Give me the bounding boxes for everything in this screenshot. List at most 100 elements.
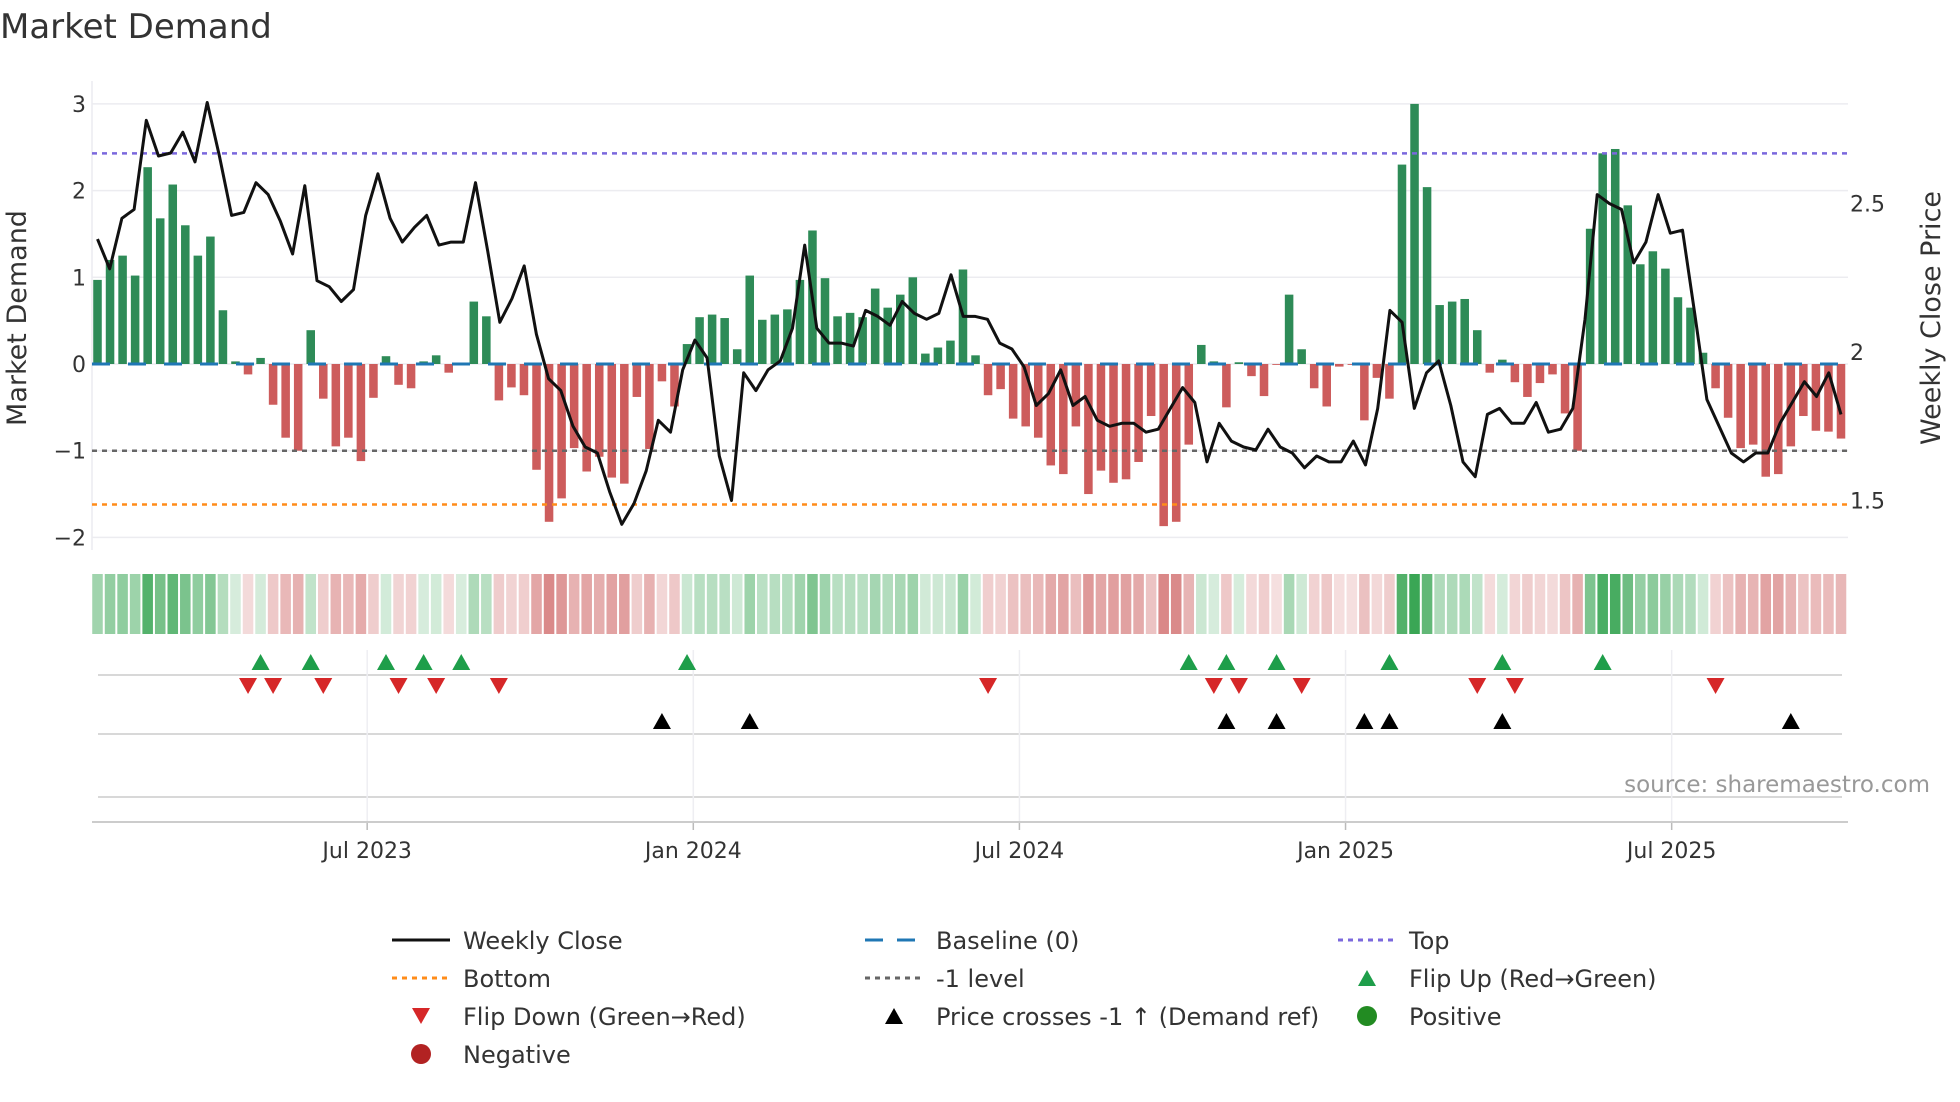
demand-bar bbox=[143, 167, 152, 364]
heat-cell bbox=[731, 574, 743, 634]
demand-bar bbox=[845, 312, 855, 364]
demand-bar bbox=[1247, 364, 1256, 377]
heat-cell bbox=[1321, 574, 1333, 634]
demand-bar bbox=[1096, 364, 1106, 471]
demand-bar bbox=[482, 316, 491, 364]
heat-cell bbox=[894, 574, 906, 634]
demand-bar bbox=[1021, 364, 1030, 427]
demand-bar bbox=[243, 364, 253, 375]
x-tick-label: Jul 2024 bbox=[973, 839, 1065, 864]
x-tick-label: Jul 2023 bbox=[320, 839, 412, 864]
y2-tick-label: 2.5 bbox=[1850, 193, 1885, 218]
y-tick-label: 3 bbox=[72, 93, 86, 118]
flip-down-marker bbox=[1292, 678, 1311, 694]
y-tick-label: 2 bbox=[72, 180, 86, 205]
x-tick-label: Jan 2025 bbox=[1295, 839, 1394, 864]
demand-bar bbox=[1598, 153, 1607, 364]
heat-cell bbox=[330, 574, 342, 634]
demand-bar bbox=[1197, 344, 1206, 364]
demand-bar bbox=[1347, 364, 1357, 365]
demand-bar bbox=[344, 364, 353, 438]
y-tick-label: 1 bbox=[72, 266, 86, 291]
y2-tick-label: 1.5 bbox=[1850, 490, 1885, 515]
price-cross-marker bbox=[1267, 713, 1286, 729]
demand-bar bbox=[732, 349, 742, 364]
demand-bar bbox=[1335, 364, 1344, 367]
source-note: source: sharemaestro.com bbox=[1624, 772, 1930, 798]
heat-cell bbox=[1308, 574, 1320, 634]
demand-bar bbox=[1084, 364, 1093, 495]
demand-bar bbox=[1673, 297, 1683, 364]
y-tick-label: 0 bbox=[72, 353, 86, 378]
heat-cell bbox=[1622, 574, 1634, 634]
demand-bar bbox=[1008, 364, 1018, 419]
demand-bar bbox=[1636, 264, 1645, 364]
heat-cell bbox=[305, 574, 317, 634]
demand-bar bbox=[921, 353, 930, 364]
demand-bar bbox=[331, 364, 341, 447]
heat-cell bbox=[995, 574, 1006, 634]
demand-bar bbox=[1309, 364, 1319, 389]
heat-cell bbox=[744, 574, 756, 634]
demand-bar bbox=[795, 279, 805, 364]
legend-triangle-up-icon bbox=[1358, 970, 1376, 986]
legend-label: Negative bbox=[463, 1041, 571, 1069]
y2-axis-label: Weekly Close Price bbox=[1916, 191, 1947, 445]
demand-bar bbox=[319, 364, 328, 399]
demand-bar bbox=[268, 364, 278, 405]
heat-cell bbox=[1471, 574, 1483, 634]
heat-cell bbox=[468, 574, 480, 634]
heat-cell bbox=[1095, 574, 1107, 634]
legend-label: Flip Down (Green→Red) bbox=[463, 1003, 746, 1031]
heat-cell bbox=[117, 574, 128, 634]
flip-down-marker bbox=[264, 678, 283, 694]
heat-cell bbox=[719, 574, 730, 634]
demand-bar bbox=[895, 294, 905, 364]
demand-bar bbox=[206, 236, 215, 364]
demand-bar bbox=[594, 364, 604, 457]
demand-bar bbox=[1410, 103, 1419, 365]
legend-label: Top bbox=[1408, 927, 1450, 955]
heat-cell bbox=[1070, 574, 1082, 634]
heat-cell bbox=[1823, 574, 1834, 634]
heat-cell bbox=[518, 574, 530, 634]
demand-bar bbox=[557, 364, 566, 499]
flip-down-marker bbox=[979, 678, 998, 694]
heat-cell bbox=[1835, 574, 1847, 634]
heat-cell bbox=[1409, 574, 1420, 634]
heat-cell bbox=[1384, 574, 1395, 634]
heat-cell bbox=[1120, 574, 1132, 634]
demand-bar bbox=[1272, 364, 1281, 365]
flip-down-marker bbox=[314, 678, 333, 694]
demand-bar bbox=[306, 330, 315, 364]
heat-cell bbox=[393, 574, 404, 634]
demand-bar bbox=[908, 277, 918, 364]
demand-bar bbox=[1698, 352, 1708, 364]
heat-cell bbox=[656, 574, 668, 634]
heat-cell bbox=[1810, 574, 1822, 634]
demand-bar bbox=[93, 279, 102, 364]
demand-bar bbox=[1661, 268, 1670, 364]
heat-cell bbox=[907, 574, 919, 634]
heat-cell bbox=[1145, 574, 1157, 634]
legend-label: Flip Up (Red→Green) bbox=[1409, 965, 1657, 993]
demand-bar bbox=[933, 347, 943, 364]
demand-bar bbox=[569, 364, 579, 449]
heat-cell bbox=[443, 574, 454, 634]
heat-cell bbox=[1534, 574, 1546, 634]
heat-cell bbox=[1572, 574, 1583, 634]
heat-cell bbox=[1773, 574, 1784, 634]
heat-cell bbox=[832, 574, 843, 634]
heat-cell bbox=[1685, 574, 1696, 634]
heat-cell bbox=[217, 574, 229, 634]
heat-cell bbox=[1208, 574, 1220, 634]
heat-cell bbox=[1196, 574, 1207, 634]
demand-bar bbox=[1109, 364, 1118, 483]
demand-bar bbox=[118, 255, 127, 364]
flip-up-marker bbox=[1380, 654, 1399, 670]
demand-bar bbox=[181, 225, 190, 364]
heat-cell bbox=[1359, 574, 1370, 634]
demand-bar bbox=[1761, 364, 1771, 477]
heat-cell bbox=[1183, 574, 1195, 634]
demand-bar bbox=[695, 317, 704, 364]
